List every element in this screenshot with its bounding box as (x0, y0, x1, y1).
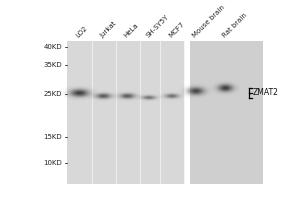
Text: HeLa: HeLa (123, 22, 140, 39)
Bar (67, 41, 263, 184)
Text: Rat brain: Rat brain (221, 12, 248, 39)
Text: ZMAT2: ZMAT2 (253, 88, 278, 97)
Text: 15KD: 15KD (44, 134, 62, 140)
Bar (184, 41, 190, 184)
Text: SH-SY5Y: SH-SY5Y (145, 14, 170, 39)
Text: Mouse brain: Mouse brain (191, 4, 226, 39)
Text: 35KD: 35KD (44, 62, 62, 68)
Text: LO2: LO2 (75, 25, 89, 39)
Text: MCF7: MCF7 (168, 21, 186, 39)
Text: 25KD: 25KD (44, 91, 62, 97)
Bar (190, 41, 263, 184)
Text: 40KD: 40KD (44, 44, 62, 50)
Text: 10KD: 10KD (44, 160, 62, 166)
Text: Jurkat: Jurkat (99, 20, 118, 39)
